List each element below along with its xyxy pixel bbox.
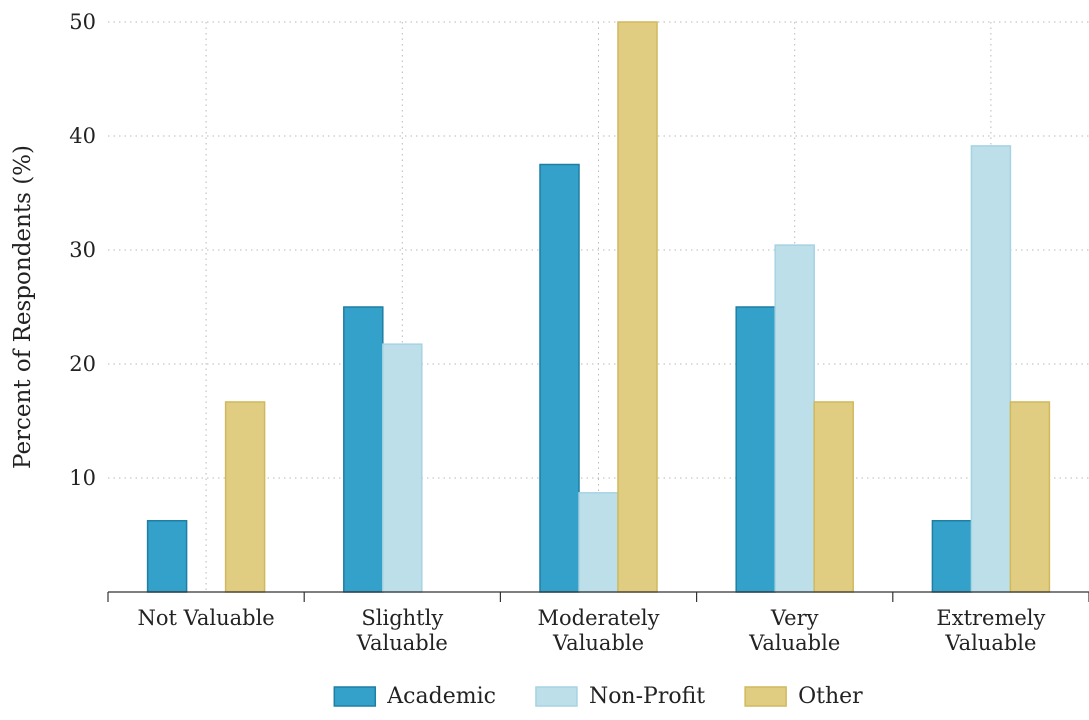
bar-academic[interactable] xyxy=(343,306,384,593)
legend-item-academic[interactable]: Academic xyxy=(333,684,496,709)
bar-non-profit[interactable] xyxy=(970,145,1012,593)
x-category-label-line: Extremely xyxy=(936,606,1045,630)
x-category-label: Moderately Valuable xyxy=(537,606,659,655)
bar-academic[interactable] xyxy=(146,520,188,593)
legend-item-non-profit[interactable]: Non-Profit xyxy=(535,684,705,709)
y-tick-label: 50 xyxy=(69,10,96,34)
axes xyxy=(107,591,1089,602)
legend-item-other[interactable]: Other xyxy=(744,684,863,709)
x-category-label-line: Valuable xyxy=(944,631,1036,655)
legend-swatch xyxy=(535,686,578,707)
y-tick-labels: 10 20 30 40 50 xyxy=(69,10,96,490)
x-category-label-line: Valuable xyxy=(552,631,644,655)
bar-non-profit[interactable] xyxy=(774,244,815,593)
x-category-label-line: Slightly xyxy=(361,606,443,630)
x-category-label: Extremely Valuable xyxy=(936,606,1045,655)
bars xyxy=(146,21,1051,593)
legend[interactable]: Academic Non-Profit Other xyxy=(333,684,863,709)
y-tick-label: 20 xyxy=(69,352,96,376)
legend-label: Non-Profit xyxy=(589,684,705,709)
bar-non-profit[interactable] xyxy=(382,343,423,593)
legend-swatch xyxy=(333,686,377,707)
legend-label: Academic xyxy=(386,684,496,709)
x-category-label-line: Moderately xyxy=(537,606,659,630)
bar-other[interactable] xyxy=(813,401,854,593)
bar-other[interactable] xyxy=(224,401,266,593)
bar-other[interactable] xyxy=(1009,401,1051,593)
bar-non-profit[interactable] xyxy=(578,492,619,593)
x-category-label-line: Not Valuable xyxy=(137,606,274,630)
bar-academic[interactable] xyxy=(735,306,776,593)
y-tick-label: 30 xyxy=(69,238,96,262)
x-category-label-line: Valuable xyxy=(748,631,840,655)
x-category-label: Not Valuable xyxy=(137,606,274,630)
bar-academic[interactable] xyxy=(931,520,973,593)
bar-other[interactable] xyxy=(617,21,658,593)
x-category-label: Slightly Valuable xyxy=(356,606,448,655)
x-category-label-line: Valuable xyxy=(356,631,448,655)
legend-label: Other xyxy=(798,684,863,709)
y-tick-label: 10 xyxy=(69,466,96,490)
x-category-label-line: Very xyxy=(770,606,819,630)
y-axis-title: Percent of Respondents (%) xyxy=(10,145,36,469)
y-tick-label: 40 xyxy=(69,124,96,148)
bar-academic[interactable] xyxy=(539,163,580,593)
gridlines xyxy=(108,21,1089,592)
x-category-label: Very Valuable xyxy=(748,606,840,655)
legend-swatch xyxy=(744,686,787,707)
